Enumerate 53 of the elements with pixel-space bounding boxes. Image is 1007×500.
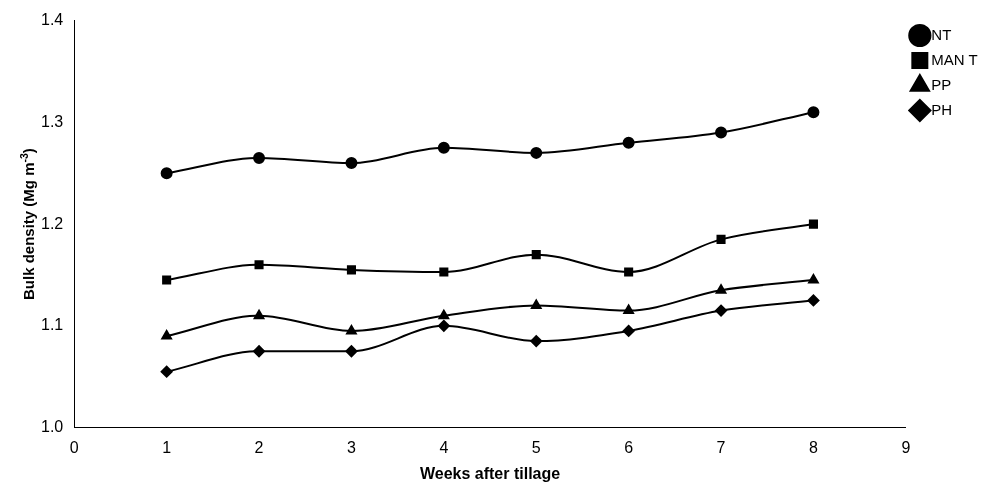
point	[715, 304, 728, 317]
x-tick-label: 7	[716, 438, 726, 456]
x-tick-label: 0	[69, 438, 79, 456]
point	[530, 335, 543, 348]
point	[622, 136, 635, 149]
point	[253, 309, 265, 320]
point	[715, 126, 728, 139]
x-tick-label: 2	[254, 438, 264, 456]
point	[160, 167, 173, 180]
point	[438, 309, 450, 320]
point	[437, 319, 450, 332]
point	[624, 267, 634, 277]
x-tick-label: 8	[808, 438, 818, 456]
point	[437, 141, 450, 154]
y-tick-label: 1.4	[40, 11, 64, 29]
point	[161, 330, 172, 340]
point	[807, 106, 820, 119]
x-axis-title: Weeks after tillage	[419, 464, 561, 482]
point	[439, 267, 449, 277]
point	[716, 234, 726, 244]
point	[345, 345, 358, 358]
y-tick-label: 1.1	[40, 316, 64, 334]
y-tick-label: 1.0	[40, 418, 64, 436]
x-tick-label: 5	[531, 438, 541, 456]
point	[622, 324, 635, 337]
legend-label: PP	[931, 75, 952, 93]
x-tick-label: 4	[439, 438, 449, 456]
point	[807, 294, 820, 307]
x-tick-label: 1	[162, 438, 172, 456]
x-tick-label: 3	[346, 438, 356, 456]
point	[808, 274, 819, 284]
y-axis-title: Bulk density (Mg m-3)	[17, 148, 38, 301]
y-tick-label: 1.3	[40, 112, 64, 130]
point	[160, 365, 173, 378]
point	[346, 324, 357, 335]
point	[253, 151, 266, 164]
point	[253, 345, 266, 358]
legend-label: NT	[931, 25, 952, 43]
legend-label: PH	[931, 100, 953, 118]
point	[345, 157, 358, 170]
x-tick-label: 6	[624, 438, 634, 456]
point	[808, 219, 818, 229]
legend-label: MAN T	[931, 50, 978, 68]
point	[346, 265, 356, 275]
y-tick-label: 1.2	[40, 214, 64, 232]
point	[623, 304, 634, 315]
point	[162, 275, 172, 285]
point	[254, 260, 264, 270]
point	[715, 284, 727, 294]
x-tick-label: 9	[901, 438, 911, 456]
point	[530, 146, 543, 159]
point	[531, 250, 541, 260]
point	[530, 299, 542, 309]
